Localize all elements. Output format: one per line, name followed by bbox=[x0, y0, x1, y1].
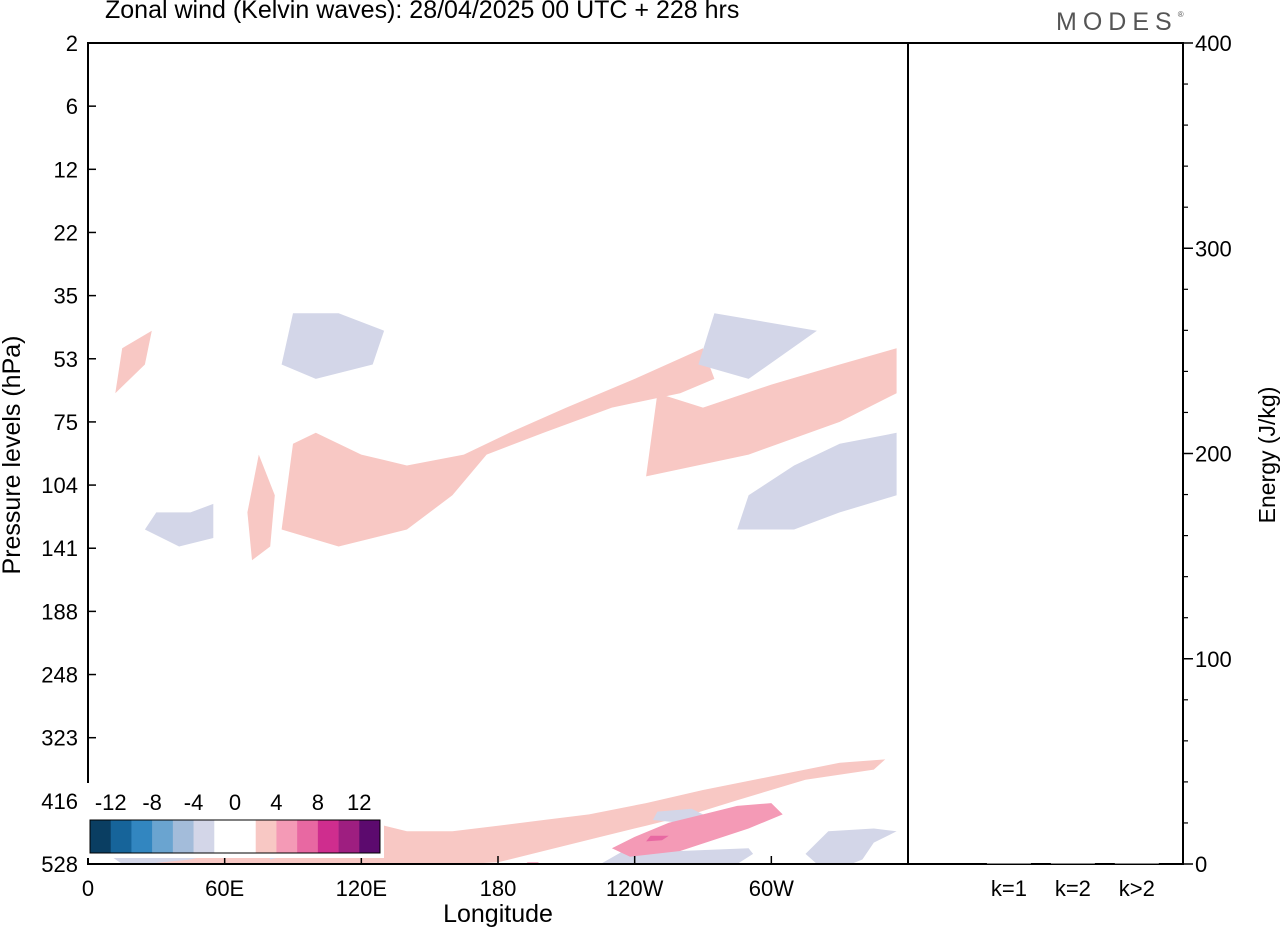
colorbar-swatch bbox=[235, 820, 257, 853]
colorbar-swatch bbox=[131, 820, 153, 853]
x-tick-label: 60W bbox=[749, 876, 794, 901]
y-tick-label: 141 bbox=[41, 536, 78, 561]
colorbar-swatch bbox=[359, 820, 381, 853]
contour-region bbox=[737, 432, 897, 530]
energy-category-label: k=1 bbox=[991, 876, 1027, 901]
y-tick-label: 22 bbox=[54, 220, 78, 245]
colorbar-swatch bbox=[255, 820, 277, 853]
modes-logo: MODES® bbox=[1056, 8, 1184, 37]
y-tick-label: 248 bbox=[41, 663, 78, 688]
x-tick-label: 120E bbox=[336, 876, 387, 901]
energy-plot-frame bbox=[907, 42, 1184, 865]
colorbar-label: -12 bbox=[95, 790, 127, 815]
longitude-axis: 0 60E 120E 180 120W 60W bbox=[82, 856, 794, 901]
y-axis-label: Pressure levels (hPa) bbox=[0, 336, 26, 575]
contour-region bbox=[247, 454, 275, 561]
contour-region bbox=[281, 313, 385, 379]
y-tick-label: 75 bbox=[54, 410, 78, 435]
colorbar-label: 8 bbox=[312, 790, 324, 815]
energy-axis-label: Energy (J/kg) bbox=[1254, 387, 1280, 524]
contour-region bbox=[698, 313, 817, 379]
colorbar-legend: -12 -8 -4 0 4 8 12 bbox=[86, 783, 384, 858]
contour-region bbox=[805, 828, 897, 864]
pressure-axis: 2 6 12 22 35 53 75 104 141 188 248 323 416 528 bbox=[41, 31, 96, 877]
y-tick-label: 188 bbox=[41, 599, 78, 624]
energy-tick-label: 100 bbox=[1195, 647, 1232, 672]
colorbar-swatch bbox=[172, 820, 194, 853]
colorbar-swatch bbox=[110, 820, 132, 853]
y-tick-label: 6 bbox=[66, 94, 78, 119]
contour-region bbox=[646, 348, 897, 477]
x-tick-label: 120W bbox=[606, 876, 664, 901]
contour-region bbox=[646, 835, 669, 842]
contour-region bbox=[281, 348, 715, 547]
x-axis-label: Longitude bbox=[443, 900, 553, 928]
energy-tick-label: 300 bbox=[1195, 236, 1232, 261]
energy-axis: 0 100 200 300 400 bbox=[1183, 31, 1232, 877]
y-tick-label: 2 bbox=[66, 31, 78, 56]
energy-bar bbox=[1050, 863, 1095, 864]
x-tick-label: 0 bbox=[82, 876, 94, 901]
chart-title: Zonal wind (Kelvin waves): 28/04/2025 00… bbox=[105, 0, 740, 24]
y-tick-label: 35 bbox=[54, 284, 78, 309]
contour-region bbox=[144, 503, 214, 547]
energy-bars: k=1 k=2 k>2 bbox=[986, 863, 1159, 901]
colorbar-label: -8 bbox=[142, 790, 162, 815]
energy-category-label: k>2 bbox=[1119, 876, 1155, 901]
main-plot-frame bbox=[87, 42, 909, 865]
colorbar-label: -4 bbox=[184, 790, 204, 815]
y-tick-label: 12 bbox=[54, 157, 78, 182]
energy-tick-label: 0 bbox=[1195, 852, 1207, 877]
x-tick-label: 180 bbox=[480, 876, 517, 901]
colorbar-swatch bbox=[193, 820, 215, 853]
energy-tick-label: 200 bbox=[1195, 442, 1232, 467]
colorbar-label: 12 bbox=[347, 790, 371, 815]
contour-region bbox=[652, 808, 703, 823]
colorbar-swatch bbox=[152, 820, 174, 853]
colorbar-border bbox=[89, 819, 381, 854]
y-tick-label: 416 bbox=[41, 789, 78, 814]
colorbar-swatch bbox=[297, 820, 319, 853]
colorbar-swatch bbox=[317, 820, 339, 853]
contour-layer bbox=[99, 313, 897, 864]
logo-text: MODES bbox=[1056, 8, 1178, 36]
registered-mark: ® bbox=[1177, 10, 1184, 19]
colorbar-swatch bbox=[90, 820, 112, 853]
contour-region bbox=[611, 803, 783, 857]
colorbar-swatch bbox=[276, 820, 298, 853]
colorbar-swatch bbox=[338, 820, 360, 853]
energy-bar bbox=[1114, 863, 1159, 864]
contour-region bbox=[115, 330, 152, 394]
y-tick-label: 53 bbox=[54, 347, 78, 372]
y-tick-label: 323 bbox=[41, 726, 78, 751]
x-tick-label: 60E bbox=[205, 876, 244, 901]
colorbar-swatch bbox=[214, 820, 236, 853]
energy-category-label: k=2 bbox=[1055, 876, 1091, 901]
energy-bar bbox=[986, 863, 1031, 864]
energy-tick-label: 400 bbox=[1195, 31, 1232, 56]
y-tick-label: 528 bbox=[41, 852, 78, 877]
colorbar-label: 4 bbox=[270, 790, 282, 815]
colorbar-label: 0 bbox=[229, 790, 241, 815]
y-tick-label: 104 bbox=[41, 473, 78, 498]
